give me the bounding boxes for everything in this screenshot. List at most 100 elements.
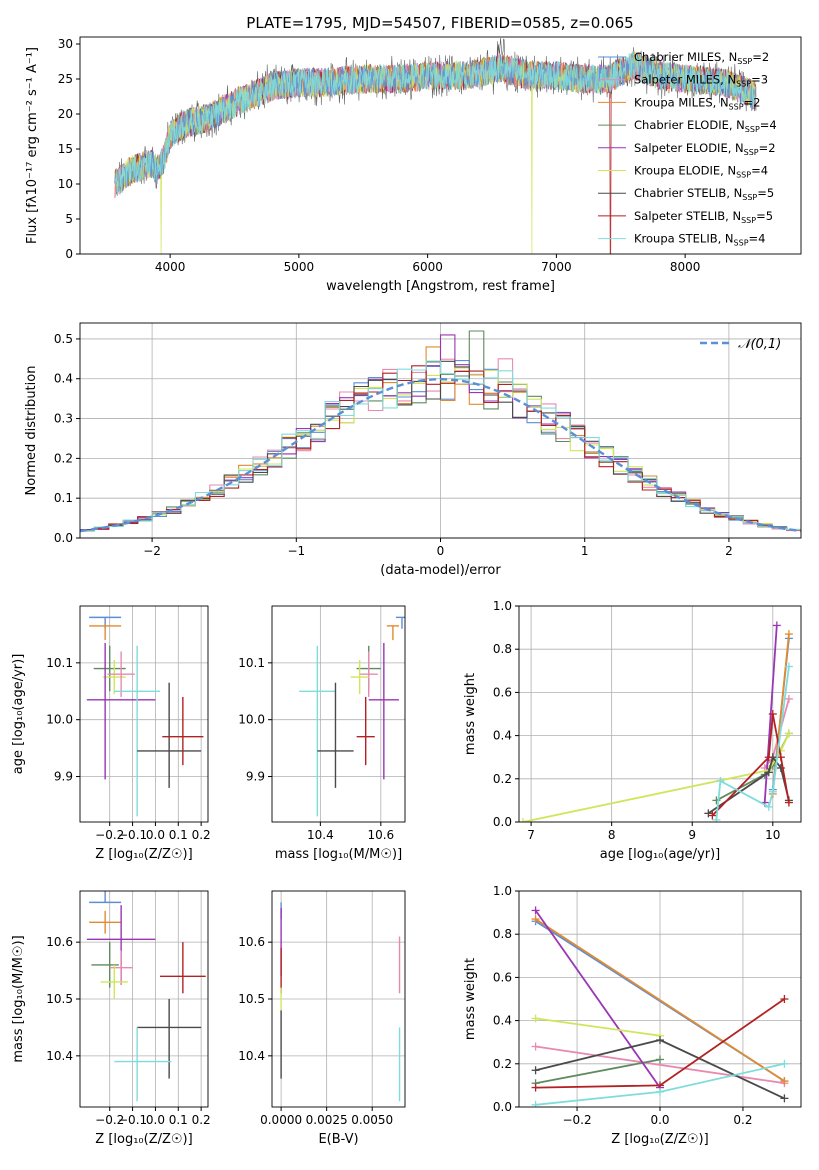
error-point: [102, 660, 126, 695]
plot-area: [531, 906, 789, 1107]
plot-area: [519, 621, 793, 822]
y-tick-label: 10.5: [46, 992, 73, 1006]
x-tick-label: −2: [143, 544, 161, 558]
spectrum-line: [114, 51, 756, 196]
axes-frame: [271, 605, 406, 823]
x-axis-label: (data-model)/error: [380, 563, 501, 578]
y-tick-label: 0.0: [493, 815, 512, 829]
y-axis-label: mass [log₁₀(M/M☉)]: [11, 935, 26, 1062]
x-tick-label: 5000: [284, 260, 315, 274]
x-tick-label: 7000: [541, 260, 572, 274]
axes-frame: [79, 605, 209, 823]
y-tick-label: 0.2: [493, 772, 512, 786]
histogram-series: [80, 360, 801, 532]
legend-label: Chabrier MILES, NSSP=2: [634, 50, 769, 66]
legend-label: Chabrier STELIB, NSSP=5: [634, 186, 774, 202]
y-tick-label: 10.4: [238, 1049, 265, 1063]
residuals-panel: −2 −1 0 1 2 0.0 0.1 0.2 0.3 0.4 0.5 (data-model)/er…: [24, 322, 802, 578]
y-tick-label: 10.5: [238, 992, 265, 1006]
axes-frame: [79, 36, 802, 255]
x-tick-label: 0.2: [192, 828, 211, 842]
plot-area: [80, 330, 801, 533]
x-tick-label: 2: [725, 544, 733, 558]
x-tick-label: 0.0000: [260, 1113, 302, 1127]
legend-label: 𝒩(0,1): [738, 337, 781, 352]
x-axis-label: wavelength [Angstrom, rest frame]: [326, 279, 555, 294]
error-point: [162, 696, 204, 766]
y-tick-label: 0.8: [493, 642, 512, 656]
x-tick-label: 0.1: [169, 828, 188, 842]
weight-vs-age-panel: 7 8 9 10 0.0 0.2 0.4 0.6 0.8 1.0 age [log₁₀(age/yr…: [463, 599, 802, 862]
y-tick-label: 0.6: [493, 685, 512, 699]
error-point: [368, 642, 399, 780]
y-tick-label: 0.3: [54, 412, 73, 426]
x-axis-label: Z [log₁₀(Z/Z☉)]: [95, 847, 192, 862]
age-vs-mass-panel: 10.4 10.6 9.9 10.0 10.1 mass [log₁₀(M/M☉)]: [238, 605, 406, 862]
error-point: [89, 891, 122, 904]
x-tick-label: 10.4: [307, 828, 334, 842]
y-tick-label: 0.5: [54, 332, 73, 346]
y-axis-label: mass weight: [463, 673, 478, 755]
weight-series-line: [535, 1045, 785, 1085]
error-point: [89, 910, 122, 934]
legend-label: Salpeter MILES, NSSP=3: [634, 73, 768, 89]
y-tick-label: 0.2: [493, 1057, 512, 1071]
legend-label: Kroupa ELODIE, NSSP=4: [634, 164, 768, 180]
weight-series-line: [535, 1017, 661, 1037]
y-tick-label: 10.4: [46, 1049, 73, 1063]
error-point: [93, 645, 126, 692]
x-tick-label: 0.0050: [351, 1113, 393, 1127]
y-tick-label: 10.0: [46, 713, 73, 727]
x-axis-label: Z [log₁₀(Z/Z☉)]: [95, 1132, 192, 1147]
y-tick-label: 1.0: [493, 884, 512, 898]
y-tick-label: 10: [58, 177, 73, 191]
y-tick-label: 15: [58, 142, 73, 156]
y-tick-label: 10.1: [238, 656, 265, 670]
y-tick-label: 0.1: [54, 491, 73, 505]
x-tick-label: −1: [287, 544, 305, 558]
error-point: [100, 964, 128, 999]
y-tick-label: 0.4: [493, 1014, 512, 1028]
x-tick-label: 4000: [155, 260, 186, 274]
y-tick-label: 0.2: [54, 451, 73, 465]
y-tick-label: 9.9: [246, 770, 265, 784]
x-tick-label: 8000: [670, 260, 701, 274]
error-point: [395, 616, 405, 629]
y-tick-label: 10.1: [46, 656, 73, 670]
x-tick-label: −0.2: [562, 1113, 591, 1127]
y-tick-label: 10.6: [46, 935, 73, 949]
error-point: [107, 651, 135, 697]
x-tick-label: −0.1: [118, 828, 147, 842]
x-tick-label: 0.0: [146, 828, 165, 842]
x-tick-label: −0.1: [118, 1113, 147, 1127]
x-tick-label: 0.2: [733, 1113, 752, 1127]
y-tick-label: 5: [65, 212, 73, 226]
error-point: [386, 625, 399, 641]
y-tick-label: 0.4: [493, 729, 512, 743]
error-point: [89, 625, 122, 641]
legend-label: Salpeter STELIB, NSSP=5: [634, 209, 773, 225]
x-axis-label: Z [log₁₀(Z/Z☉)]: [611, 1132, 708, 1147]
normal-curve: [80, 377, 801, 533]
y-tick-label: 0.0: [54, 531, 73, 545]
y-tick-label: 0.4: [54, 372, 73, 386]
legend-label: Kroupa STELIB, NSSP=4: [634, 232, 765, 248]
x-tick-label: 0.0: [146, 1113, 165, 1127]
y-tick-label: 0.8: [493, 927, 512, 941]
x-tick-label: 10: [765, 828, 780, 842]
x-tick-label: 0: [437, 544, 445, 558]
error-point: [359, 651, 378, 697]
x-tick-label: 10.6: [367, 828, 394, 842]
y-tick-label: 10.6: [238, 935, 265, 949]
mass-vs-metallicity-panel: −0.2−0.10.0 0.1 0.2 10.4 10.5 10.6 Z [log₁₀(Z/…: [11, 890, 211, 1147]
error-point: [86, 642, 156, 780]
x-tick-label: 0.2: [192, 1113, 211, 1127]
y-tick-label: 9.9: [54, 770, 73, 784]
x-axis-label: age [log₁₀(age/yr)]: [600, 847, 721, 862]
axes-frame: [518, 605, 802, 823]
plot-area: [114, 37, 757, 254]
error-point: [114, 1027, 172, 1102]
error-point: [137, 999, 202, 1079]
legend: Chabrier MILES, NSSP=2 Salpeter MILES, NS…: [598, 50, 777, 248]
